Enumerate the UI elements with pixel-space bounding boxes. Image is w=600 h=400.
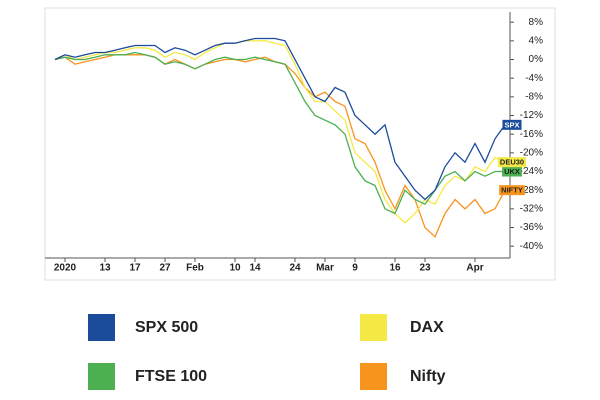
end-tag-box (499, 185, 525, 196)
legend-swatch (88, 363, 115, 390)
x-tick-label: 27 (159, 263, 171, 274)
legend-label: SPX 500 (135, 319, 198, 336)
legend-label: FTSE 100 (135, 368, 207, 385)
y-tick-label: -40% (520, 241, 543, 252)
legend-swatch (88, 314, 115, 341)
x-tick-label: 9 (352, 263, 358, 274)
y-tick-label: -24% (520, 166, 543, 177)
series-line (54, 54, 506, 238)
y-tick-label: 8% (529, 17, 544, 28)
legend-label: DAX (410, 319, 444, 336)
y-tick-label: -36% (520, 222, 543, 233)
x-tick-label: Mar (316, 263, 334, 274)
x-tick-label: 10 (229, 263, 241, 274)
y-tick-label: 0% (529, 54, 544, 65)
x-tick-label: Apr (466, 263, 483, 274)
x-tick-label: 13 (99, 263, 111, 274)
x-tick-label: 14 (249, 263, 261, 274)
end-tag-box (502, 119, 522, 130)
end-tag-box (502, 166, 522, 177)
series-line (54, 40, 506, 224)
end-tag: SPX (504, 120, 519, 129)
x-tick-label: Feb (186, 263, 204, 274)
y-tick-label: -8% (525, 91, 543, 102)
y-tick-label: -32% (520, 203, 543, 214)
series-line (54, 37, 506, 201)
x-tick-label: 17 (129, 263, 141, 274)
end-tag: NIFTY (501, 186, 523, 195)
end-tag: DEU30 (500, 158, 524, 167)
x-tick-label: 16 (389, 263, 401, 274)
x-tick-label: 2020 (54, 263, 77, 274)
x-tick-label: 23 (419, 263, 431, 274)
y-tick-label: 4% (529, 35, 544, 46)
y-tick-label: -12% (520, 110, 543, 121)
end-tag: UKX (504, 167, 520, 176)
y-tick-label: -16% (520, 129, 543, 140)
y-tick-label: -4% (525, 73, 543, 84)
x-tick-label: 24 (289, 263, 301, 274)
y-tick-label: -20% (520, 147, 543, 158)
legend-swatch (360, 314, 387, 341)
legend-label: Nifty (410, 368, 446, 385)
legend-swatch (360, 363, 387, 390)
y-tick-label: -28% (520, 185, 543, 196)
series-line (54, 51, 505, 215)
end-tag-box (497, 157, 527, 168)
chart-frame (44, 7, 556, 281)
